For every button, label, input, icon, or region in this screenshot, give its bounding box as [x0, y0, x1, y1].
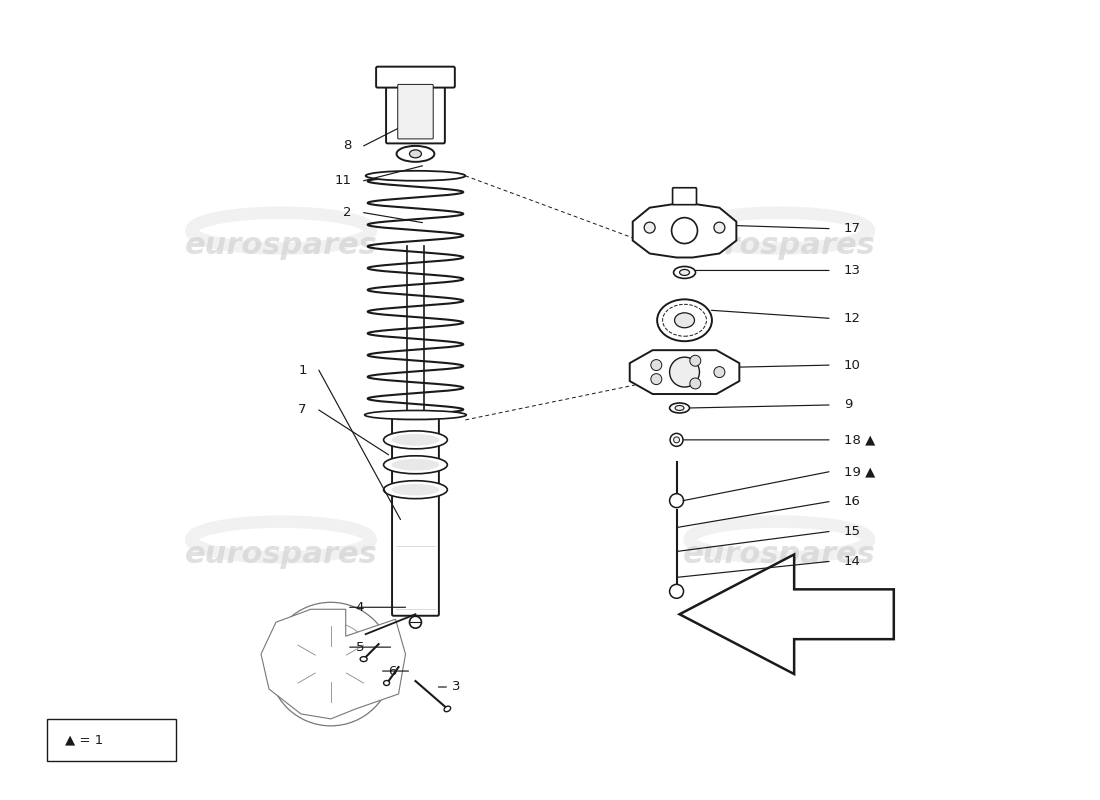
Circle shape [289, 622, 373, 706]
Ellipse shape [365, 170, 465, 181]
Text: 16: 16 [844, 495, 861, 508]
Circle shape [673, 437, 680, 443]
Circle shape [670, 494, 683, 508]
Text: 19 ▲: 19 ▲ [844, 466, 876, 478]
Ellipse shape [670, 403, 690, 413]
Ellipse shape [675, 406, 684, 410]
Text: 2: 2 [343, 206, 352, 219]
FancyBboxPatch shape [398, 84, 433, 139]
Text: ▲ = 1: ▲ = 1 [65, 734, 103, 746]
Circle shape [690, 355, 701, 366]
Polygon shape [261, 610, 406, 719]
FancyBboxPatch shape [386, 78, 444, 143]
Ellipse shape [396, 146, 435, 162]
Ellipse shape [384, 431, 448, 449]
Ellipse shape [409, 150, 421, 158]
Text: 10: 10 [844, 358, 861, 372]
Text: 13: 13 [844, 264, 861, 277]
Circle shape [651, 374, 662, 385]
Polygon shape [629, 350, 739, 394]
Text: eurospares: eurospares [683, 231, 876, 260]
Circle shape [690, 378, 701, 389]
Circle shape [645, 222, 656, 233]
Ellipse shape [364, 410, 466, 419]
Circle shape [670, 584, 683, 598]
Text: 12: 12 [844, 312, 861, 325]
Circle shape [670, 357, 700, 387]
Ellipse shape [444, 706, 451, 712]
Text: 7: 7 [298, 403, 307, 417]
FancyBboxPatch shape [376, 66, 454, 87]
Text: 18 ▲: 18 ▲ [844, 434, 876, 446]
Ellipse shape [384, 481, 448, 498]
Circle shape [409, 616, 421, 628]
Text: 3: 3 [452, 681, 461, 694]
FancyBboxPatch shape [392, 414, 439, 616]
Ellipse shape [392, 484, 439, 495]
Text: eurospares: eurospares [185, 540, 377, 569]
Ellipse shape [360, 657, 367, 662]
Text: 15: 15 [844, 525, 861, 538]
Text: eurospares: eurospares [185, 231, 377, 260]
Polygon shape [680, 554, 894, 674]
Circle shape [270, 602, 393, 726]
Circle shape [312, 646, 349, 682]
Text: 14: 14 [844, 555, 861, 568]
Text: 9: 9 [844, 398, 852, 411]
Polygon shape [632, 204, 736, 258]
Text: 5: 5 [355, 641, 364, 654]
Ellipse shape [674, 313, 694, 328]
Ellipse shape [384, 456, 448, 474]
Text: 17: 17 [844, 222, 861, 235]
Circle shape [714, 222, 725, 233]
Circle shape [672, 218, 697, 243]
Text: eurospares: eurospares [683, 540, 876, 569]
Text: 1: 1 [298, 364, 307, 377]
Circle shape [714, 366, 725, 378]
FancyBboxPatch shape [672, 188, 696, 205]
Text: 4: 4 [355, 601, 364, 614]
Ellipse shape [657, 299, 712, 342]
FancyBboxPatch shape [47, 719, 176, 761]
Text: 8: 8 [343, 139, 352, 152]
Text: 6: 6 [388, 665, 397, 678]
Ellipse shape [673, 266, 695, 278]
Ellipse shape [392, 434, 439, 446]
Text: 11: 11 [334, 174, 352, 187]
Ellipse shape [392, 459, 439, 470]
Circle shape [670, 434, 683, 446]
Ellipse shape [680, 270, 690, 275]
Ellipse shape [384, 681, 389, 686]
Circle shape [651, 359, 662, 370]
